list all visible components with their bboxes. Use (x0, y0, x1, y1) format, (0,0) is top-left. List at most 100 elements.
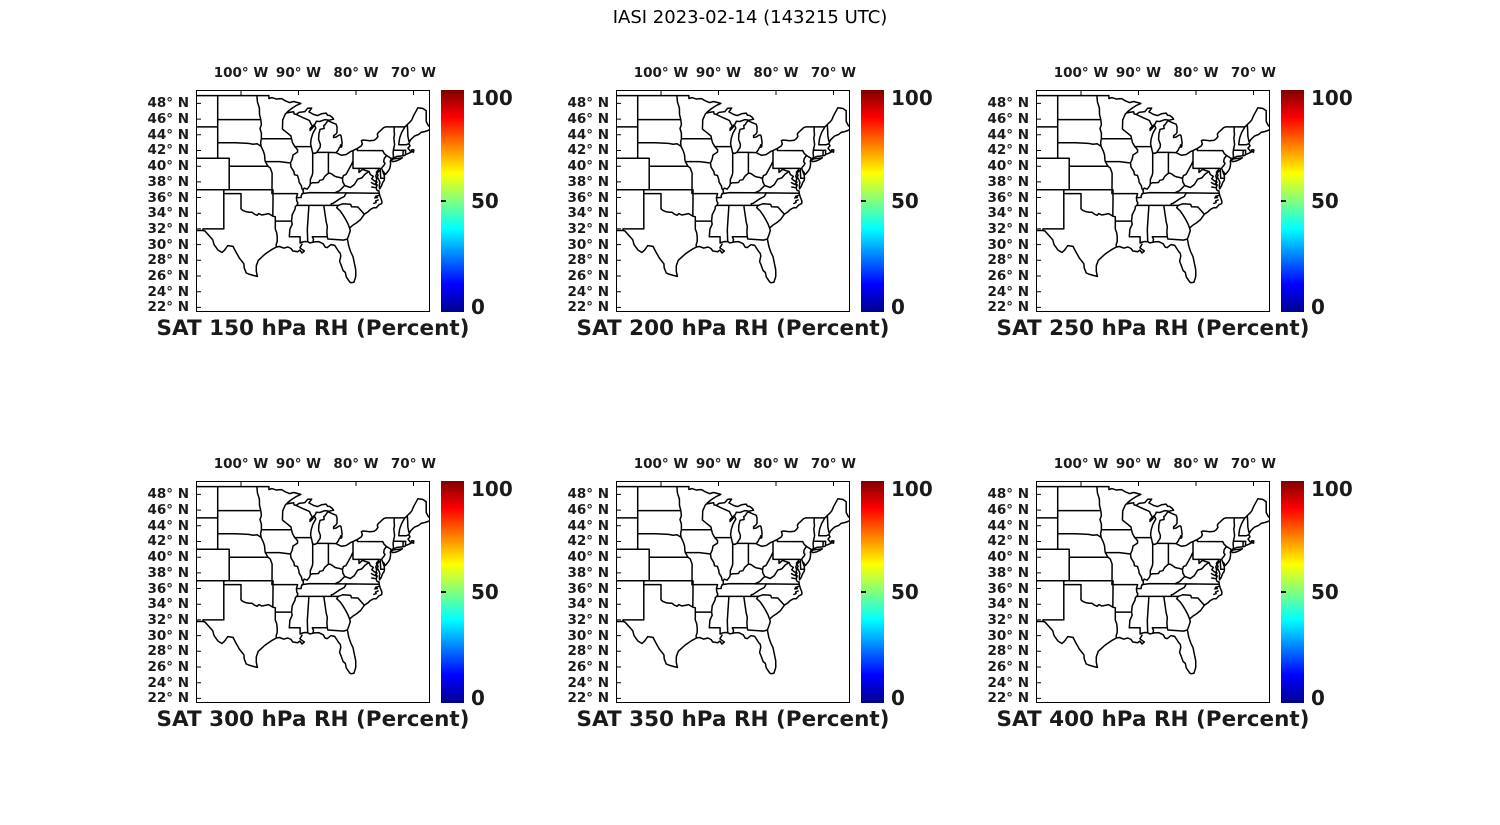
y-tick-label: 30° N (147, 627, 189, 644)
colorbar-tick-mark (441, 200, 446, 202)
y-tick-label: 46° N (147, 502, 189, 519)
y-tick-label: 48° N (147, 486, 189, 503)
y-tick-label: 48° N (987, 95, 1029, 112)
y-tick-label: 40° N (147, 549, 189, 566)
x-tick-label: 90° W (695, 456, 742, 472)
us-state-outlines-map (1036, 90, 1270, 312)
colorbar-tick-label: 50 (891, 580, 919, 604)
y-tick-label: 46° N (147, 111, 189, 128)
subplot-panel-2: 100° W 90° W 80° W 70° W 48° N 46° N 44° N 42°… (556, 58, 946, 358)
y-tick-label: 28° N (987, 252, 1029, 269)
map-axes (1036, 90, 1270, 312)
colorbar-tick-label: 100 (891, 477, 933, 501)
y-tick-label: 40° N (567, 158, 609, 175)
y-tick-label: 36° N (147, 189, 189, 206)
x-tick-label: 100° W (633, 65, 689, 81)
colorbar-tick-label: 50 (1311, 580, 1339, 604)
x-tick-label: 80° W (753, 456, 799, 472)
y-tick-label: 36° N (567, 189, 609, 206)
x-tick-label: 100° W (1053, 456, 1109, 472)
y-tick-label: 32° N (567, 611, 609, 628)
y-tick-label: 44° N (147, 126, 189, 143)
y-tick-label: 42° N (567, 142, 609, 159)
colorbar-gradient (441, 481, 464, 703)
colorbar-gradient (1281, 90, 1304, 312)
x-tick-label: 70° W (1230, 456, 1277, 472)
y-tick-label: 34° N (567, 205, 609, 222)
x-tick-label: 80° W (1173, 456, 1219, 472)
x-tick-label: 90° W (695, 65, 742, 81)
colorbar-tick-label: 50 (891, 189, 919, 213)
y-tick-label: 22° N (987, 690, 1029, 707)
y-tick-label: 24° N (567, 283, 609, 300)
colorbar-tick-mark (861, 200, 866, 202)
colorbar-tick-label: 50 (471, 580, 499, 604)
y-tick-label: 30° N (987, 236, 1029, 253)
y-tick-label: 32° N (147, 611, 189, 628)
y-tick-label: 40° N (987, 549, 1029, 566)
y-tick-label: 28° N (987, 643, 1029, 660)
colorbar-tick-label: 50 (471, 189, 499, 213)
map-axes (196, 481, 430, 703)
subplot-panel-4: 100° W 90° W 80° W 70° W 48° N 46° N 44° N 42°… (136, 449, 526, 749)
subplot-title: SAT 400 hPa RH (Percent) (996, 707, 1310, 732)
colorbar-tick-label: 100 (1311, 86, 1353, 110)
y-tick-label: 36° N (147, 580, 189, 597)
colorbar-tick-mark (861, 591, 866, 593)
y-tick-label: 34° N (987, 596, 1029, 613)
us-state-outlines-map (1036, 481, 1270, 703)
x-tick-label: 70° W (1230, 65, 1277, 81)
y-tick-label: 26° N (147, 658, 189, 675)
y-tick-label: 44° N (567, 126, 609, 143)
x-tick-label: 70° W (810, 456, 857, 472)
y-tick-label: 40° N (147, 158, 189, 175)
y-tick-label: 48° N (567, 486, 609, 503)
y-tick-label: 30° N (147, 236, 189, 253)
y-tick-label: 44° N (987, 517, 1029, 534)
subplot-panel-5: 100° W 90° W 80° W 70° W 48° N 46° N 44° N 42°… (556, 449, 946, 749)
subplot-title: SAT 150 hPa RH (Percent) (156, 316, 470, 341)
colorbar-tick-label: 100 (471, 86, 513, 110)
us-state-outlines-map (616, 90, 850, 312)
y-tick-label: 22° N (147, 690, 189, 707)
y-tick-label: 36° N (987, 189, 1029, 206)
x-tick-label: 100° W (633, 456, 689, 472)
y-tick-label: 30° N (567, 627, 609, 644)
x-tick-label: 80° W (1173, 65, 1219, 81)
colorbar-tick-label: 100 (1311, 477, 1353, 501)
colorbar-gradient (1281, 481, 1304, 703)
y-tick-label: 30° N (987, 627, 1029, 644)
colorbar-tick-label: 0 (1311, 686, 1325, 710)
colorbar-tick-label: 100 (891, 86, 933, 110)
y-tick-label: 34° N (147, 596, 189, 613)
x-tick-label: 90° W (275, 65, 322, 81)
colorbar-tick-label: 50 (1311, 189, 1339, 213)
y-tick-label: 46° N (987, 502, 1029, 519)
x-tick-label: 90° W (1115, 65, 1162, 81)
subplot-title: SAT 350 hPa RH (Percent) (576, 707, 890, 732)
y-tick-label: 38° N (147, 564, 189, 581)
subplot-title: SAT 200 hPa RH (Percent) (576, 316, 890, 341)
map-axes (616, 481, 850, 703)
subplot-panel-1: 100° W 90° W 80° W 70° W 48° N 46° N 44° N 42°… (136, 58, 526, 358)
y-tick-label: 28° N (567, 643, 609, 660)
y-tick-label: 32° N (987, 611, 1029, 628)
colorbar-tick-mark (1281, 591, 1286, 593)
y-tick-label: 40° N (567, 549, 609, 566)
colorbar-tick-label: 0 (471, 295, 485, 319)
colorbar-gradient (441, 90, 464, 312)
y-tick-label: 38° N (987, 564, 1029, 581)
y-tick-label: 26° N (567, 267, 609, 284)
us-state-outlines-map (616, 481, 850, 703)
y-tick-label: 38° N (567, 173, 609, 190)
y-tick-label: 30° N (567, 236, 609, 253)
y-tick-label: 28° N (147, 643, 189, 660)
y-tick-label: 42° N (147, 533, 189, 550)
map-axes (196, 90, 430, 312)
y-tick-label: 22° N (147, 299, 189, 316)
y-tick-label: 46° N (567, 502, 609, 519)
y-tick-label: 28° N (567, 252, 609, 269)
y-tick-label: 36° N (987, 580, 1029, 597)
y-tick-label: 24° N (567, 674, 609, 691)
